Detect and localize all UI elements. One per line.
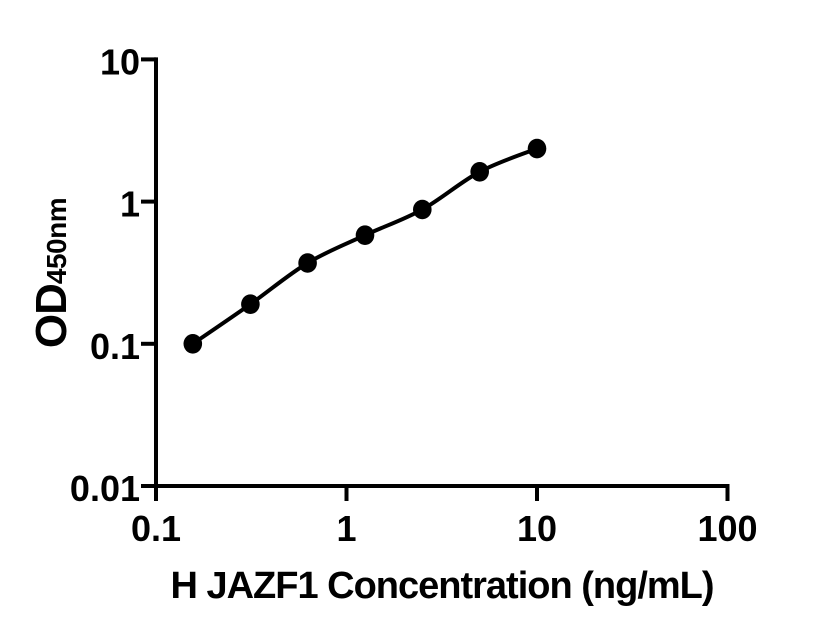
x-axis-title: H JAZF1 Concentration (ng/mL)	[170, 565, 714, 607]
data-point	[241, 294, 260, 315]
data-point	[183, 334, 203, 354]
x-axis-tick-label: 100	[697, 508, 757, 549]
y-axis-title: OD 450nm	[27, 198, 77, 348]
data-point	[355, 225, 375, 245]
data-point	[298, 253, 317, 273]
y-axis-tick-label: 10	[100, 41, 140, 82]
x-axis-tick-label: 0.1	[131, 508, 181, 549]
data-point	[470, 162, 490, 182]
y-axis-tick-label: 0.1	[90, 326, 140, 367]
y-axis-title-main: OD	[27, 284, 76, 349]
data-point	[413, 199, 432, 220]
x-axis-tick-label: 1	[336, 508, 356, 549]
x-axis-tick-label: 10	[517, 508, 557, 549]
y-axis-title-subscript: 450nm	[41, 197, 72, 285]
y-axis-tick-label: 0.01	[70, 468, 140, 509]
data-point	[527, 138, 547, 159]
y-axis-tick-label: 1	[120, 184, 140, 225]
